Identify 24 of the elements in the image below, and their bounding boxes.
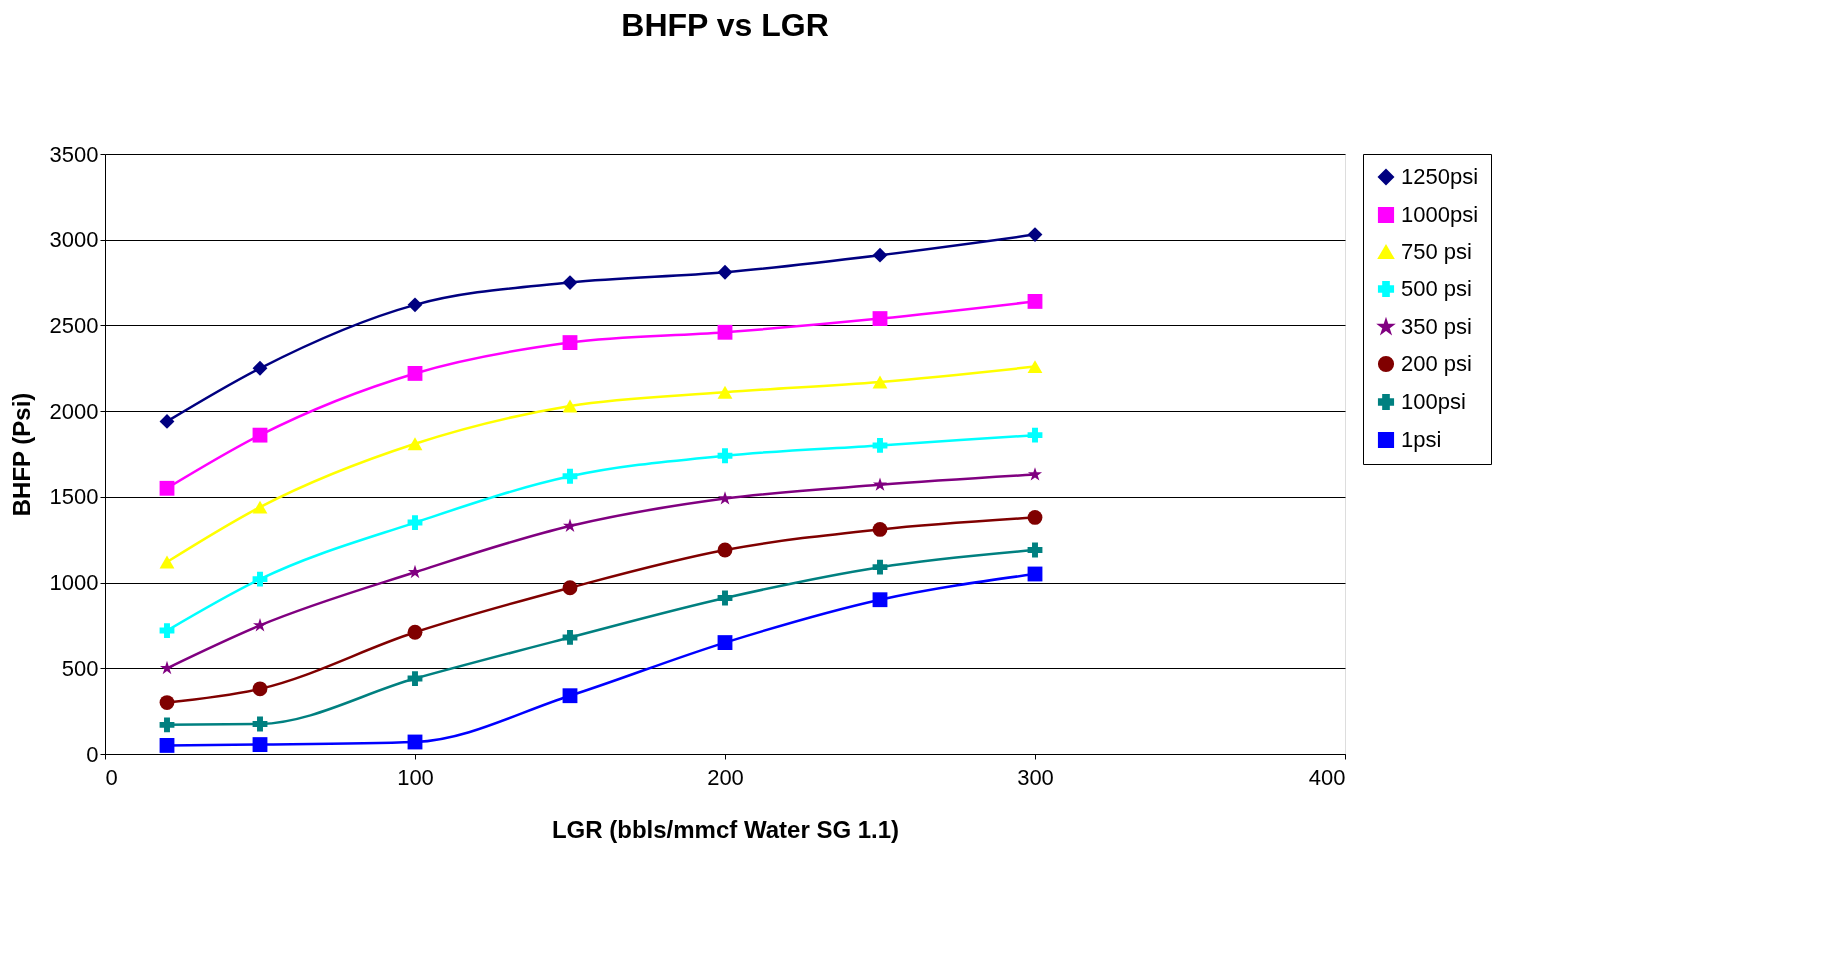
y-tick-label: 2500 [49, 312, 99, 338]
y-tick-label: 3500 [49, 141, 99, 167]
legend-label: 100psi [1401, 389, 1466, 414]
y-tick-label: 2000 [49, 398, 99, 424]
x-tick-label: 0 [105, 764, 118, 790]
legend-label: 500 psi [1401, 276, 1472, 301]
legend-label: 1psi [1401, 427, 1442, 452]
x-tick-label: 400 [1308, 764, 1346, 790]
legend-label: 1250psi [1401, 164, 1479, 189]
legend-label: 350 psi [1401, 314, 1472, 339]
legend-label: 1000psi [1401, 202, 1479, 227]
x-tick-label: 100 [397, 764, 434, 790]
y-tick-label: 1500 [49, 484, 99, 510]
y-tick-label: 1000 [49, 570, 99, 596]
legend-label: 200 psi [1401, 351, 1472, 376]
y-axis-title: BHFP (Psi) [7, 392, 35, 517]
chart-title: BHFP vs LGR [621, 7, 829, 43]
x-tick-label: 200 [707, 764, 744, 790]
y-tick-label: 500 [61, 655, 99, 681]
y-tick-label: 0 [86, 741, 99, 767]
legend-label: 750 psi [1401, 239, 1472, 264]
x-tick-label: 300 [1017, 764, 1054, 790]
y-tick-label: 3000 [49, 227, 99, 253]
x-axis-title: LGR (bbls/mmcf Water SG 1.1) [551, 815, 900, 843]
